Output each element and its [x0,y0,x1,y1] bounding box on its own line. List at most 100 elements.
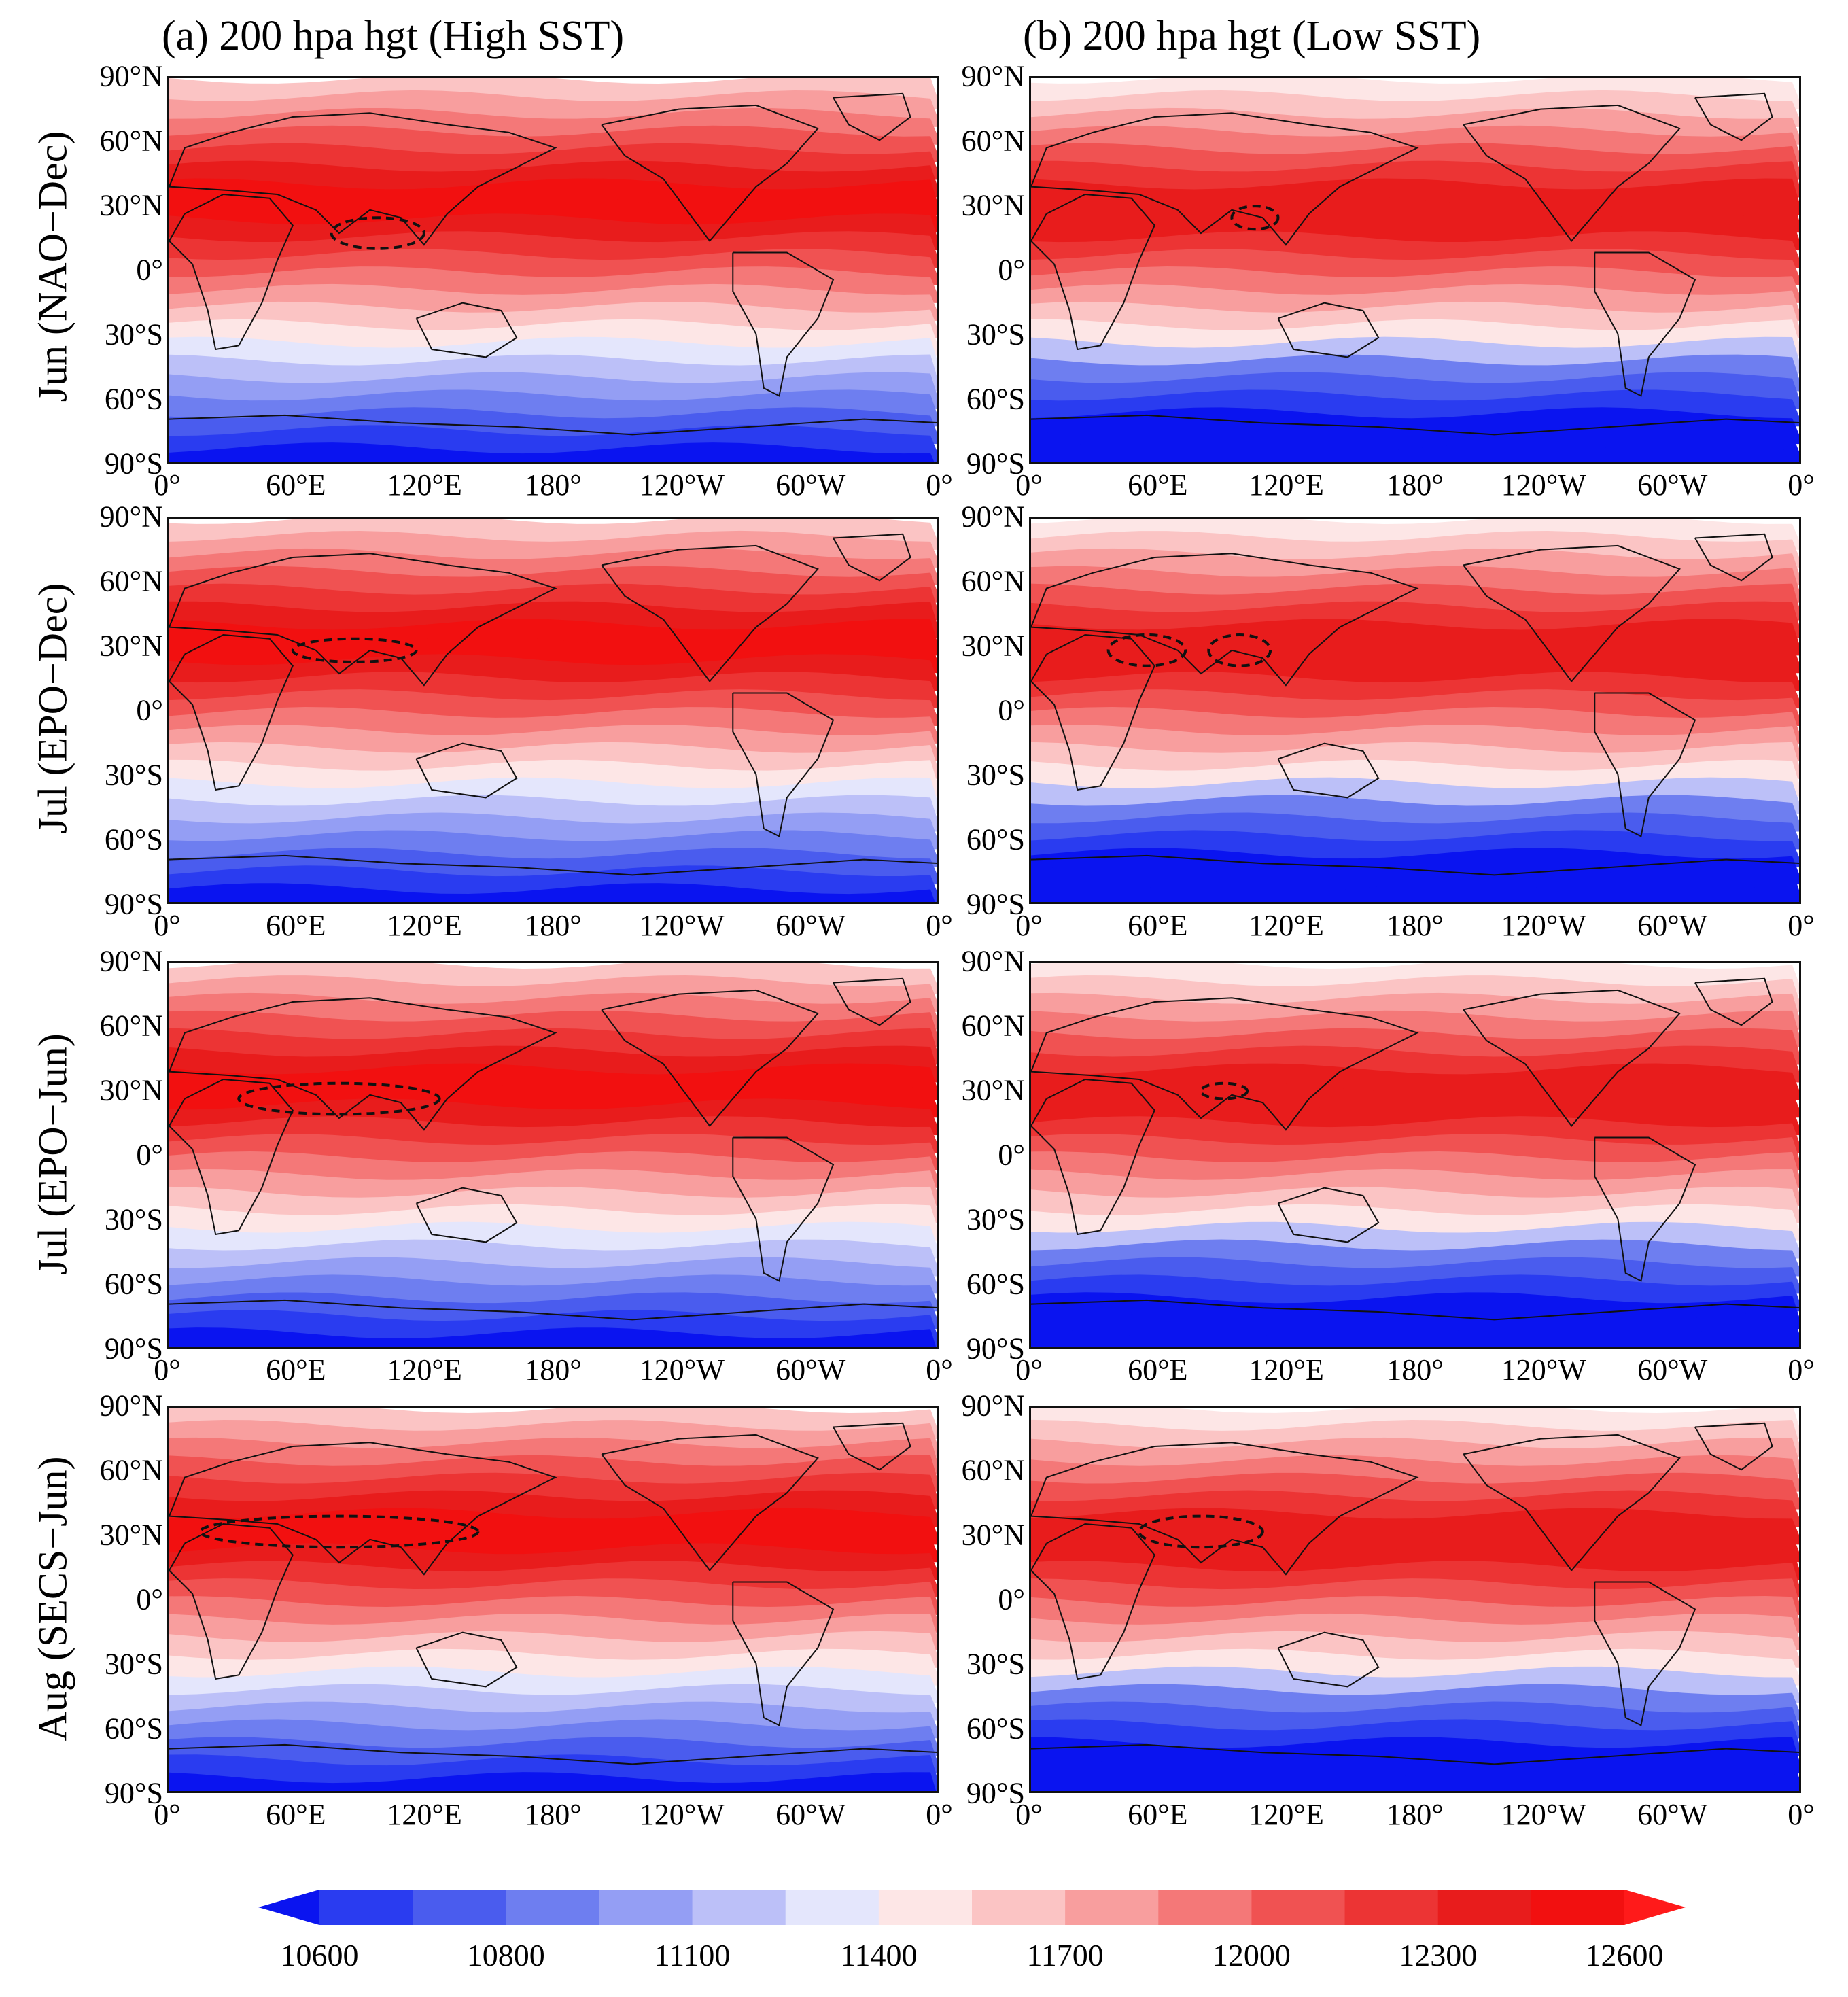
coastline [1594,1581,1696,1726]
lon-tick-label: 120°E [1249,468,1324,502]
high-centre-contour [1199,1081,1249,1100]
lat-tick-label: 0° [136,1582,163,1616]
lat-tick-label: 60°N [99,1453,163,1487]
lat-tick-label: 30°N [961,1518,1025,1552]
lon-tick-label: 0° [1015,909,1043,942]
coastline [1031,1299,1799,1321]
coastline [732,251,835,397]
lat-tick-label: 30°S [104,1202,163,1236]
lon-tick-label: 120°W [1501,468,1586,502]
lat-tick-label: 30°S [104,758,163,792]
map-panel-r2-c1 [167,517,939,904]
coastline [732,692,835,837]
high-centre-contour [1138,1514,1264,1549]
lon-tick-label: 120°E [387,909,462,942]
coastline [1277,302,1380,358]
lat-tick-label: 60°S [104,382,163,416]
map-field [1031,1408,1799,1791]
map-field [1031,519,1799,902]
coastline [169,854,937,876]
map-panel-r3-c2 [1029,961,1801,1349]
map-field [169,78,937,462]
coastline [1031,553,1419,687]
lon-tick-label: 0° [926,468,953,502]
lat-tick-label: 90°S [104,1776,163,1810]
colorbar-extend-high [1624,1890,1686,1925]
coastline [1277,742,1380,799]
lat-tick-label: 90°S [104,447,163,481]
lon-tick-label: 120°E [387,1798,462,1831]
high-centre-contour [1230,205,1280,231]
coastline [169,112,557,246]
lon-tick-label: 180° [525,909,582,942]
lon-tick-label: 180° [525,1798,582,1831]
lon-tick-label: 0° [1788,468,1815,502]
colorbar-segment [1437,1890,1532,1925]
lon-tick-label: 120°W [639,468,725,502]
lat-tick-label: 30°S [966,1647,1025,1681]
lon-tick-label: 60°W [775,909,846,942]
coastline [732,1581,835,1726]
coastline [1594,692,1696,837]
lon-tick-label: 0° [926,909,953,942]
contour-band [169,319,937,356]
lon-tick-label: 0° [154,1798,181,1831]
colorbar-extend-low [258,1890,319,1925]
lon-tick-label: 60°W [1637,909,1708,942]
coastline [601,544,819,683]
coastline [169,633,294,791]
column-title-a: (a) 200 hpa hgt (High SST) [162,13,625,59]
coastline [601,989,819,1128]
map-panel-r4-c1 [167,1406,939,1793]
colorbar-segment [1344,1890,1439,1925]
high-centre-contour [330,216,425,250]
map-panel-r2-c2 [1029,517,1801,904]
coastline [1594,251,1696,397]
coastline [415,302,518,358]
coastline [601,104,819,243]
lat-tick-label: 90°N [961,944,1025,978]
lon-tick-label: 60°E [1128,1353,1188,1387]
lon-tick-label: 60°W [1637,1798,1708,1831]
lon-tick-label: 60°E [266,1798,326,1831]
lon-tick-label: 120°W [639,1353,725,1387]
lat-tick-label: 90°N [961,59,1025,93]
lon-tick-label: 0° [1788,1798,1815,1831]
lat-tick-label: 30°N [961,188,1025,222]
coastline [169,1299,937,1321]
map-field [169,519,937,902]
coastline [833,1422,911,1471]
coastline [833,533,911,582]
colorbar-segment [785,1890,879,1925]
coastline [1694,533,1773,582]
contour-band [1031,1327,1798,1347]
coastline [415,1631,518,1688]
lat-tick-label: 30°N [99,1073,163,1107]
coastline [169,414,937,436]
lat-tick-label: 30°N [99,629,163,663]
contour-band [169,1772,937,1791]
colorbar-tick-label: 12300 [1399,1938,1478,1973]
colorbar-segment [1158,1890,1252,1925]
colorbar-tick-label: 10600 [280,1938,359,1973]
colorbar-segment [878,1890,973,1925]
coastline [1594,1136,1696,1282]
lon-tick-label: 180° [1387,1353,1444,1387]
lat-tick-label: 0° [998,693,1025,727]
lat-tick-label: 30°S [966,758,1025,792]
lat-tick-label: 90°S [966,1332,1025,1366]
coastline [833,92,911,141]
coastline [1031,854,1799,876]
lat-tick-label: 0° [136,253,163,287]
coastline [732,1136,835,1282]
map-field [1031,963,1799,1347]
colorbar-segment [1531,1890,1625,1925]
lon-tick-label: 60°W [775,1353,846,1387]
lat-tick-label: 30°N [99,188,163,222]
coastline [833,977,911,1026]
coastline [1031,1442,1419,1576]
lat-tick-label: 60°N [961,564,1025,598]
lon-tick-label: 0° [926,1353,953,1387]
lat-tick-label: 30°S [104,1647,163,1681]
coastline [1463,989,1681,1128]
